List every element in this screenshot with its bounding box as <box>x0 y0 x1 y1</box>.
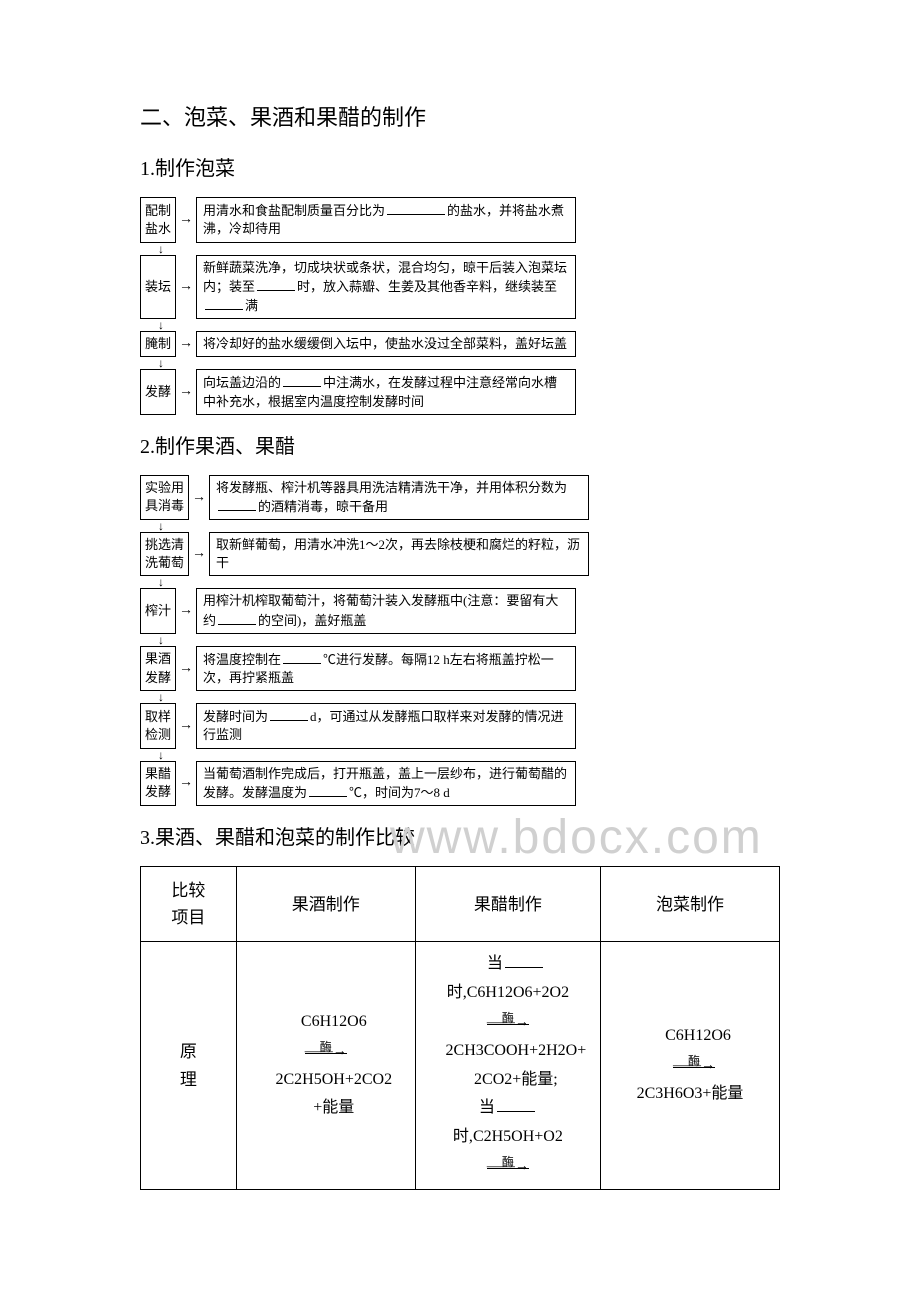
flowchart-paocai: 配制盐水 → 用清水和食盐配制质量百分比为的盐水，并将盐水煮沸，冷却待用 ↓ 装… <box>140 197 780 415</box>
flow-step: 果醋发酵 <box>140 761 176 806</box>
product: 2C3H6O3+能量 <box>637 1085 744 1102</box>
formula-cell-guojiu: C6H12O6 酶——→ 2C2H5OH+2CO2 +能量 <box>236 942 415 1189</box>
flow-desc: 用榨汁机榨取葡萄汁，将葡萄汁装入发酵瓶中(注意：要留有大约的空间)，盖好瓶盖 <box>196 588 576 633</box>
reactant: C6H12O6+2O2 <box>467 984 569 1001</box>
reactant: C2H5OH+O2 <box>473 1128 563 1145</box>
cond-post: 时, <box>453 1128 473 1145</box>
arrow-right-icon: → <box>176 255 196 320</box>
flow-step-label: 取样检测 <box>145 708 171 744</box>
flow-step: 配制盐水 <box>140 197 176 242</box>
flow-step-label: 实验用具消毒 <box>145 479 184 515</box>
arrow-down-icon: ↓ <box>158 357 780 369</box>
reaction-arrow-icon: 酶——→ <box>487 1012 529 1028</box>
flow-desc: 向坛盖边沿的中注满水，在发酵过程中注意经常向水槽中补充水，根据室内温度控制发酵时… <box>196 369 576 414</box>
reactant: C6H12O6 <box>665 1027 731 1044</box>
arrow-right-icon: → <box>176 761 196 806</box>
flow-step-label: 配制盐水 <box>145 202 171 238</box>
arrow-down-icon: ↓ <box>158 576 780 588</box>
arrow-down-icon: ↓ <box>158 691 780 703</box>
table-header: 比较项目 <box>141 866 237 941</box>
flow-desc: 新鲜蔬菜洗净，切成块状或条状，混合均匀，晾干后装入泡菜坛内；装至时，放入蒜瓣、生… <box>196 255 576 320</box>
cond-pre: 当 <box>479 1099 495 1116</box>
subsection-1-heading: 1.制作泡菜 <box>140 153 780 185</box>
arrow-right-icon: → <box>176 588 196 633</box>
flow-step: 实验用具消毒 <box>140 475 189 520</box>
flowchart-jiucu: 实验用具消毒 → 将发酵瓶、榨汁机等器具用洗洁精清洗干净，并用体积分数为的酒精消… <box>140 475 780 806</box>
subsection-3-heading: 3.果酒、果醋和泡菜的制作比较 <box>140 822 780 854</box>
arrow-down-icon: ↓ <box>158 749 780 761</box>
flow-step-label: 果醋发酵 <box>145 765 171 801</box>
arrow-down-icon: ↓ <box>158 243 780 255</box>
reactant: C6H12O6 <box>301 1013 367 1030</box>
arrow-right-icon: → <box>189 532 209 576</box>
reaction-arrow-icon: 酶——→ <box>487 1156 529 1172</box>
arrow-right-icon: → <box>176 369 196 414</box>
flow-step-label: 挑选清洗葡萄 <box>145 536 184 572</box>
reaction-arrow-icon: 酶——→ <box>673 1055 715 1071</box>
table-header: 果酒制作 <box>236 866 415 941</box>
flow-step-label: 发酵 <box>145 383 171 401</box>
flow-step: 榨汁 <box>140 588 176 633</box>
arrow-right-icon: → <box>176 197 196 242</box>
row-label: 原理 <box>141 942 237 1189</box>
cond-pre: 当 <box>487 955 503 972</box>
section-heading: 二、泡菜、果酒和果醋的制作 <box>140 100 780 135</box>
subsection-2-heading: 2.制作果酒、果醋 <box>140 431 780 463</box>
product: 2CO2+能量; <box>474 1071 558 1088</box>
flow-desc: 将温度控制在℃进行发酵。每隔12 h左右将瓶盖拧松一次，再拧紧瓶盖 <box>196 646 576 691</box>
header-label: 比较项目 <box>171 881 205 927</box>
flow-desc: 将冷却好的盐水缓缓倒入坛中，使盐水没过全部菜料，盖好坛盖 <box>196 331 576 357</box>
cond-post: 时, <box>447 984 467 1001</box>
product: 2C2H5OH+2CO2 <box>276 1071 393 1088</box>
formula-cell-guocu: 当 时,C6H12O6+2O2 酶——→ 2CH3COOH+2H2O+ 2CO2… <box>415 942 600 1189</box>
table-row: 比较项目 果酒制作 果醋制作 泡菜制作 <box>141 866 780 941</box>
flow-step: 挑选清洗葡萄 <box>140 532 189 576</box>
arrow-down-icon: ↓ <box>158 634 780 646</box>
flow-step: 装坛 <box>140 255 176 320</box>
flow-desc: 用清水和食盐配制质量百分比为的盐水，并将盐水煮沸，冷却待用 <box>196 197 576 242</box>
formula-cell-paocai: C6H12O6 酶——→ 2C3H6O3+能量 <box>601 942 780 1189</box>
arrow-right-icon: → <box>176 703 196 748</box>
product-extra: +能量 <box>313 1099 354 1116</box>
flow-step-label: 装坛 <box>145 278 171 296</box>
arrow-right-icon: → <box>189 475 209 520</box>
flow-step-label: 腌制 <box>145 335 171 353</box>
table-row: 原理 C6H12O6 酶——→ 2C2H5OH+2CO2 +能量 当 时,C6H… <box>141 942 780 1189</box>
arrow-right-icon: → <box>176 646 196 691</box>
flow-step: 果酒发酵 <box>140 646 176 691</box>
label-text: 原理 <box>180 1042 197 1088</box>
flow-desc: 发酵时间为d，可通过从发酵瓶口取样来对发酵的情况进行监测 <box>196 703 576 748</box>
flow-step-label: 榨汁 <box>145 602 171 620</box>
arrow-down-icon: ↓ <box>158 319 780 331</box>
flow-desc: 当葡萄酒制作完成后，打开瓶盖，盖上一层纱布，进行葡萄醋的发酵。发酵温度为℃，时间… <box>196 761 576 806</box>
flow-step: 取样检测 <box>140 703 176 748</box>
arrow-right-icon: → <box>176 331 196 357</box>
flow-desc: 将发酵瓶、榨汁机等器具用洗洁精清洗干净，并用体积分数为的酒精消毒，晾干备用 <box>209 475 589 520</box>
arrow-down-icon: ↓ <box>158 520 780 532</box>
table-header: 果醋制作 <box>415 866 600 941</box>
flow-step: 发酵 <box>140 369 176 414</box>
flow-desc: 取新鲜葡萄，用清水冲洗1～2次，再去除枝梗和腐烂的籽粒，沥干 <box>209 532 589 576</box>
table-header: 泡菜制作 <box>601 866 780 941</box>
flow-step: 腌制 <box>140 331 176 357</box>
flow-step-label: 果酒发酵 <box>145 650 171 686</box>
reaction-arrow-icon: 酶——→ <box>305 1041 347 1057</box>
product: 2CH3COOH+2H2O+ <box>446 1042 587 1059</box>
comparison-table: 比较项目 果酒制作 果醋制作 泡菜制作 原理 C6H12O6 酶——→ 2C2H… <box>140 866 780 1190</box>
